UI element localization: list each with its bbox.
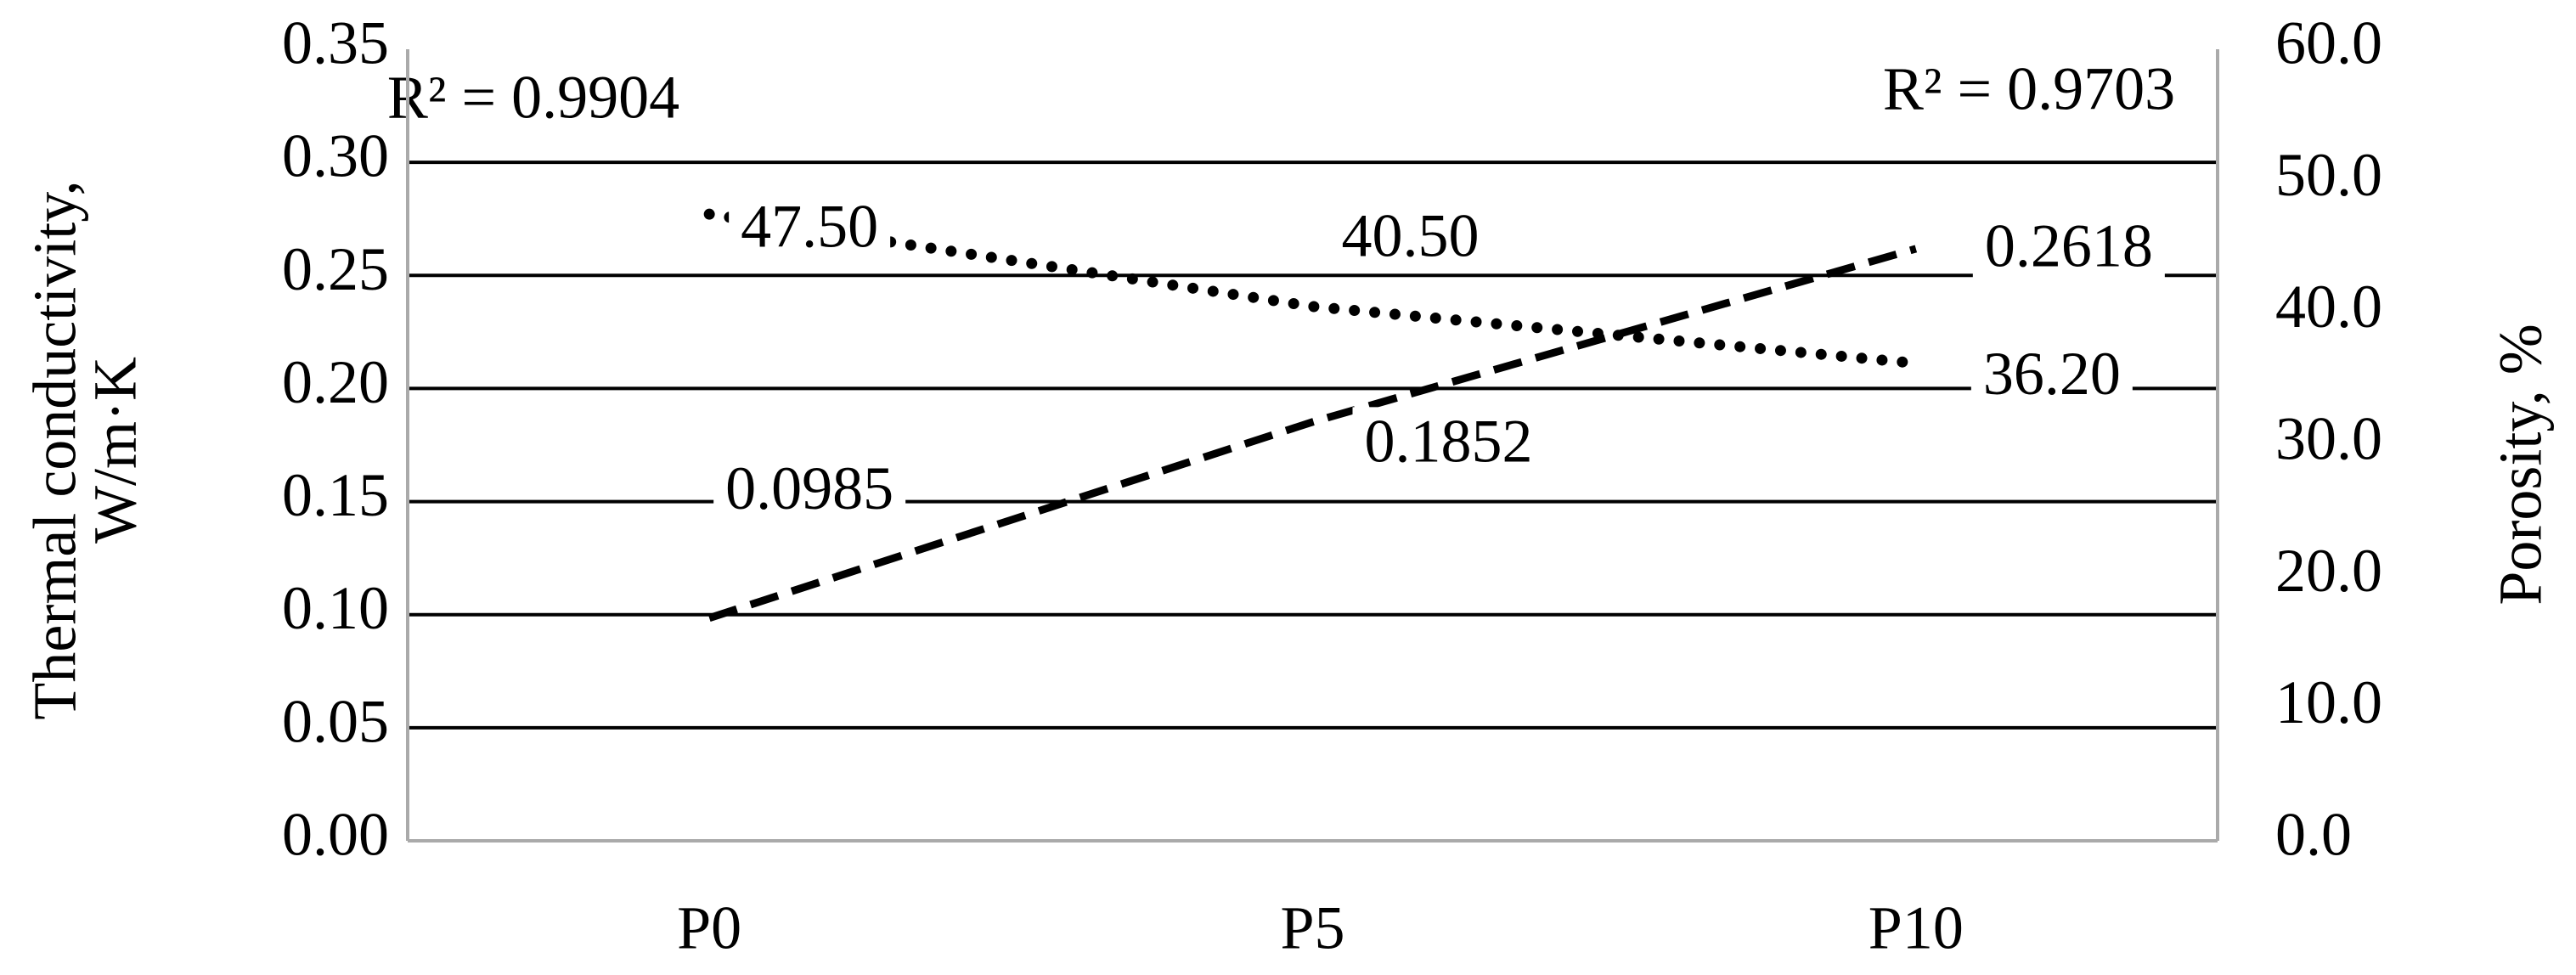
y2-tick-label: 10.0 <box>2275 668 2382 736</box>
series-line <box>707 245 1918 622</box>
y-tick-label: 0.30 <box>282 122 389 190</box>
y-tick-label: 0.00 <box>282 801 389 869</box>
data-label: 40.50 <box>1342 201 1480 269</box>
label-bg <box>729 192 891 261</box>
grid <box>408 161 2218 730</box>
y2-tick-label: 40.0 <box>2275 273 2382 341</box>
series-line <box>703 208 1922 369</box>
x-tick-label: P0 <box>677 894 741 962</box>
data-label: 0.2618 <box>1985 211 2153 279</box>
data-label: 0.0985 <box>725 454 893 522</box>
label-bg <box>1970 340 2133 409</box>
r-squared: R² = 0.9904 <box>387 64 679 132</box>
y2-tick-label: 30.0 <box>2275 405 2382 473</box>
label-bg <box>1352 407 1545 476</box>
y2-axis-label: Porosity, % <box>2487 324 2555 605</box>
r-squared: R² = 0.9703 <box>1883 55 2175 123</box>
y-axis-label: Thermal conductivity, <box>21 180 89 719</box>
x-tick-label: P10 <box>1869 894 1964 962</box>
label-bg <box>1972 211 2165 280</box>
y-tick-label: 0.05 <box>282 687 389 755</box>
label-bg <box>1329 201 1491 270</box>
y-tick-label: 0.35 <box>282 9 389 77</box>
x-tick-label: P5 <box>1280 894 1344 962</box>
y-tick-label: 0.10 <box>282 574 389 642</box>
y-axis-label: W/m·K <box>82 357 149 544</box>
y-tick-label: 0.15 <box>282 461 389 529</box>
y2-tick-label: 60.0 <box>2275 9 2382 77</box>
y-tick-label: 0.20 <box>282 348 389 416</box>
y2-tick-label: 20.0 <box>2275 537 2382 605</box>
data-label: 0.1852 <box>1365 407 1533 475</box>
data-label: 36.20 <box>1983 340 2121 408</box>
y-tick-label: 0.25 <box>282 235 389 303</box>
label-bg <box>713 454 906 523</box>
y2-tick-label: 50.0 <box>2275 141 2382 209</box>
y2-tick-label: 0.0 <box>2275 801 2352 869</box>
data-label: 47.50 <box>741 193 878 261</box>
